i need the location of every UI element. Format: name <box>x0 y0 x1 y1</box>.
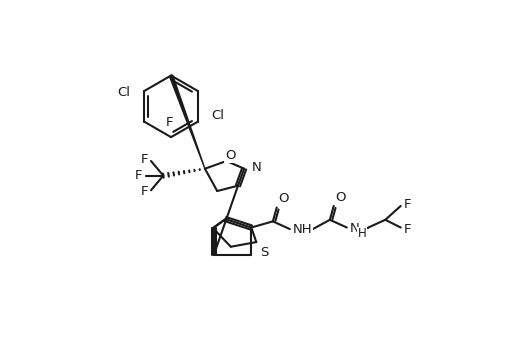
Text: H: H <box>358 227 366 240</box>
Text: Cl: Cl <box>117 86 131 99</box>
Text: F: F <box>404 222 411 235</box>
Polygon shape <box>169 75 205 169</box>
Text: F: F <box>140 185 148 198</box>
Text: F: F <box>404 198 411 211</box>
Text: NH: NH <box>293 223 312 236</box>
Text: O: O <box>278 192 289 205</box>
Text: F: F <box>140 153 148 166</box>
Text: N: N <box>252 161 262 174</box>
Text: O: O <box>335 191 346 204</box>
Text: S: S <box>261 246 269 259</box>
Text: O: O <box>225 149 236 162</box>
Text: F: F <box>166 116 173 130</box>
Text: Cl: Cl <box>211 109 225 122</box>
Text: F: F <box>135 169 143 182</box>
Text: N: N <box>350 222 360 235</box>
